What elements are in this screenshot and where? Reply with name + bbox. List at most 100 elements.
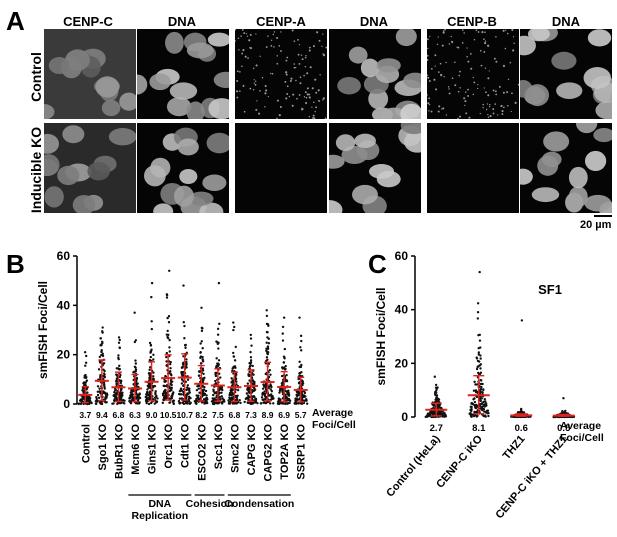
data-point [134,369,137,373]
data-point [265,314,269,318]
column-header-5: DNA [551,14,581,29]
data-point [215,401,218,405]
data-point [236,394,239,397]
data-point [166,329,169,333]
data-point [246,382,250,385]
data-point [279,387,282,391]
data-point [118,364,121,368]
data-point [281,384,284,387]
data-point [266,347,270,351]
y-axis-label: smFISH Foci/Cell [374,287,388,385]
data-point [261,398,264,401]
average-header: Average [312,407,353,419]
data-point [182,390,185,394]
category-label-7: ESCO2 KO [196,424,208,481]
data-point [474,389,478,392]
data-point [218,322,221,326]
data-point [179,388,183,391]
data-point [152,358,155,361]
group-label-0: DNA [148,498,171,510]
data-point [267,324,270,327]
data-point [128,397,131,400]
data-point [187,392,190,395]
data-point [477,334,480,337]
data-point [473,404,477,407]
data-point [166,336,170,340]
data-point [279,398,282,401]
y-axis-label: smFISH Foci/Cell [36,281,50,379]
data-point [249,359,253,362]
data-point [437,404,440,408]
data-point [116,402,119,406]
data-point [233,325,236,329]
data-point [178,397,182,400]
average-label-7: 8.2 [195,410,207,420]
data-point [117,341,121,344]
data-point [120,401,123,405]
data-point [478,364,481,367]
data-point [298,316,301,319]
data-point [476,311,480,314]
data-point [251,364,254,368]
data-point [95,397,98,401]
data-point [232,351,235,355]
data-point [238,398,241,402]
data-point [148,341,152,345]
data-point [487,414,490,418]
data-point [269,384,273,388]
data-point [248,370,251,374]
average-label-8: 7.5 [212,410,224,420]
data-point [432,406,435,410]
data-point [232,355,235,358]
average-label-6: 10.7 [176,410,193,420]
data-point [482,414,485,418]
data-point [484,404,488,407]
data-point [298,371,302,375]
average-label-9: 6.8 [229,410,241,420]
data-point [479,357,482,360]
data-point [473,397,476,400]
data-point [137,396,140,399]
group-label-0: Replication [132,510,189,522]
data-point [213,391,217,395]
data-point [146,390,149,394]
data-point [165,355,168,359]
micrograph-r1-c4 [427,123,519,213]
data-point [248,379,251,382]
data-point [285,373,288,377]
data-point [478,339,482,342]
data-point [200,340,203,343]
panel-a-letter: A [6,6,25,36]
scale-bar [594,215,612,217]
micrograph-r1-c1 [137,123,229,213]
data-point [165,391,168,395]
data-point [201,384,204,388]
data-point [262,383,265,386]
row-label-inducible-ko: Inducible KO [28,126,44,214]
data-point [168,338,171,342]
data-point [152,353,155,356]
category-label-0: Control (HeLa) [384,433,443,499]
y-tick-label: 60 [395,249,409,263]
category-label-4: Gins1 KO [147,424,159,475]
data-point [481,391,484,394]
data-point [250,344,253,347]
data-point [195,394,198,397]
data-point [518,411,522,414]
data-point [131,388,134,392]
data-point [267,351,270,354]
data-point [145,393,148,396]
data-point [252,389,256,393]
data-point [243,400,246,404]
data-point [119,381,123,385]
data-point [284,402,287,406]
data-point [167,320,171,324]
data-point [271,396,274,400]
chart-b: 0 20 40 60 smFISH Foci/Cell 3.7 Control 9.4 Sgo1… [36,249,356,522]
data-point [118,338,121,342]
scale-bar-label: 20 µm [580,219,612,231]
data-point [134,339,138,342]
data-point [262,401,265,404]
data-point [269,402,272,405]
data-point [81,389,84,392]
